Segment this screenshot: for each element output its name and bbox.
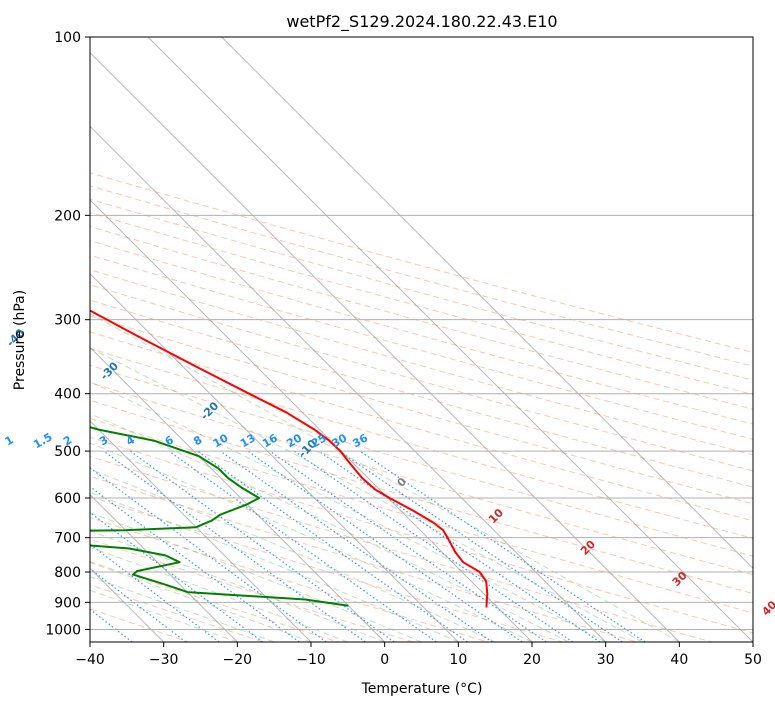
x-tick-label: −40 [75, 652, 105, 668]
mixing-ratio-line [269, 450, 547, 642]
y-tick-label: 500 [54, 444, 81, 460]
plot-area [90, 37, 753, 642]
moist-adiabat [90, 589, 238, 642]
isotherm [90, 199, 533, 642]
y-axis-label: Pressure (hPa) [12, 290, 28, 390]
isotherm [90, 346, 386, 642]
isotherm [90, 125, 607, 642]
y-tick-label: 800 [54, 565, 81, 581]
y-tick-label: 900 [54, 595, 81, 611]
mixing-ratio-label: 1 [3, 433, 16, 448]
mixing-ratio-line [90, 467, 327, 642]
x-tick-label: 40 [670, 652, 688, 668]
mixing-ratio-line [90, 543, 220, 642]
x-tick-label: 20 [523, 652, 541, 668]
y-tick-label: 200 [54, 208, 81, 224]
dry-adiabat [90, 455, 712, 642]
dry-adiabat [90, 538, 414, 642]
x-axis-label: Temperature (°C) [361, 681, 483, 697]
y-tick-label: 1000 [45, 622, 81, 638]
x-tick-label: 0 [380, 652, 389, 668]
dry-adiabat [90, 299, 753, 488]
dry-adiabat [90, 240, 753, 425]
plot-frame [89, 36, 754, 643]
dry-adiabat-label: 40 [759, 598, 775, 618]
y-tick-label: 600 [54, 491, 81, 507]
dry-adiabat [90, 399, 753, 595]
sounding-series [90, 309, 489, 608]
y-tick-label: 100 [54, 30, 81, 46]
y-tick-label: 300 [54, 313, 81, 329]
dry-adiabat [90, 284, 753, 472]
y-tick-label: 400 [54, 387, 81, 403]
y-tick-label: 700 [54, 531, 81, 547]
x-tick-label: 50 [744, 652, 762, 668]
pressure-gridlines [90, 37, 753, 630]
temperature-line [90, 309, 489, 608]
isotherm [147, 37, 753, 642]
axis-ticks: −40 −30 −20 −10 0 10 20 30 40 50 100 200 300 400 500 60… [45, 30, 762, 668]
isotherm [90, 272, 459, 642]
x-tick-label: 30 [597, 652, 615, 668]
mixing-ratio-line [103, 450, 366, 642]
mixing-ratio-line [247, 450, 523, 642]
dry-adiabat [90, 315, 753, 505]
isotherm [221, 37, 753, 570]
x-tick-label: 10 [449, 652, 467, 668]
mixing-ratio-line [338, 450, 623, 642]
dry-adiabat [90, 417, 753, 614]
dry-adiabat [90, 364, 753, 557]
x-tick-label: −30 [149, 652, 179, 668]
mixing-ratio-label: 1.5 [31, 430, 54, 451]
isotherm [90, 51, 680, 642]
dry-adiabat [90, 475, 638, 642]
dry-adiabat [90, 185, 753, 367]
chart-title: wetPf2_S129.2024.180.22.43.E10 [286, 12, 557, 32]
x-tick-label: −10 [296, 652, 326, 668]
mixing-ratio-line [197, 450, 468, 642]
mixing-ratio-line [168, 450, 437, 642]
x-tick-label: −20 [223, 652, 253, 668]
dry-adiabat [90, 212, 753, 396]
isotherm [90, 493, 238, 642]
isotherm [90, 420, 312, 642]
dry-adiabat [90, 269, 753, 456]
